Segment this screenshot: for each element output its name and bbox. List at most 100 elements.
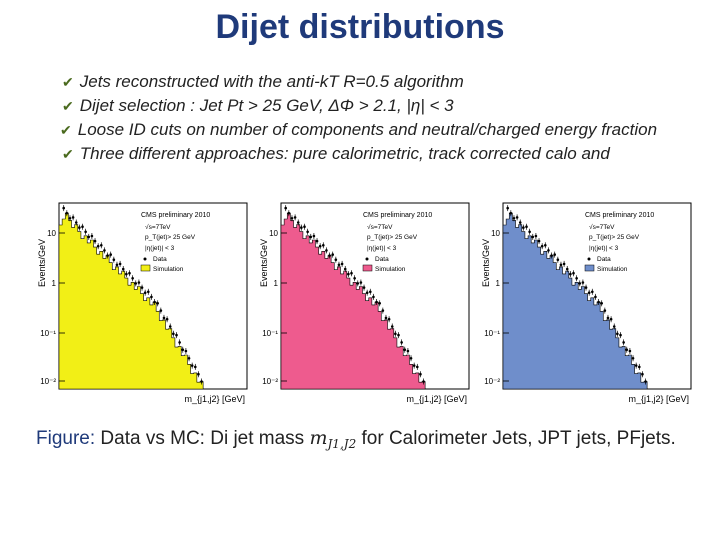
bullet-list: ✔ Jets reconstructed with the anti-kT R=0… (60, 70, 712, 166)
data-point (372, 295, 375, 299)
data-point (140, 286, 144, 289)
checkmark-bullet-icon: ✔ (62, 146, 74, 162)
data-point (115, 263, 119, 267)
data-point (194, 365, 197, 369)
data-point (287, 211, 291, 215)
y-tick-label: 10⁻² (484, 377, 500, 386)
checkmark-bullet-icon: ✔ (62, 74, 74, 90)
y-tick-label: 10⁻¹ (262, 329, 278, 338)
data-point (175, 333, 178, 337)
data-point (181, 348, 185, 351)
y-tick-label: 10 (269, 229, 278, 238)
data-point (528, 230, 531, 234)
data-point (628, 349, 632, 353)
data-point (62, 206, 65, 210)
data-point (137, 281, 141, 284)
data-point (409, 357, 413, 360)
data-point (387, 317, 391, 321)
legend-sim-swatch (584, 264, 595, 272)
data-point (394, 332, 397, 336)
legend-energy: √s=7TeV (145, 223, 171, 231)
data-point (572, 271, 575, 275)
data-point (300, 226, 303, 229)
data-point (365, 291, 369, 294)
data-point (337, 263, 341, 267)
data-point (303, 225, 306, 228)
data-point (400, 341, 403, 344)
legend-sim-label: Simulation (597, 266, 628, 273)
legend-sim-swatch (140, 264, 151, 272)
data-point (406, 349, 410, 353)
data-point (506, 206, 509, 210)
legend-sim-swatch (362, 264, 373, 272)
data-point (134, 282, 138, 285)
data-point (606, 316, 610, 320)
data-point (603, 309, 607, 312)
data-point (71, 216, 75, 219)
bullet-item: ✔ Jets reconstructed with the anti-kT R=0… (62, 72, 464, 91)
caption-text-after: for Calorimeter Jets, JPT jets, PFjets. (361, 428, 676, 449)
data-point (68, 217, 72, 220)
data-point (143, 291, 147, 294)
data-point (403, 348, 407, 351)
data-point (594, 295, 597, 299)
data-point (537, 239, 541, 243)
data-point (581, 281, 585, 284)
data-point (569, 272, 572, 276)
data-point (168, 325, 172, 328)
caption-math: m (309, 427, 328, 449)
data-point (575, 277, 578, 280)
data-point (328, 254, 331, 257)
y-tick-label: 1 (274, 279, 279, 288)
simulation-histogram (502, 212, 691, 390)
legend-data-label: Data (375, 256, 389, 263)
data-point (362, 286, 366, 289)
legend-header: CMS preliminary 2010 (141, 212, 210, 219)
bullet-item: ✔ Loose ID cuts on number of components a… (60, 120, 658, 139)
figure-caption: Figure: Data vs MC: Di jet mass mJ1,J2 f… (36, 426, 676, 457)
data-point (74, 221, 78, 224)
data-point (331, 253, 334, 256)
data-point (81, 225, 84, 228)
simulation-histogram (280, 212, 469, 390)
y-tick-label: 10⁻¹ (484, 329, 500, 338)
data-point (325, 249, 328, 252)
data-point (518, 221, 522, 224)
data-point (369, 290, 372, 294)
data-point (78, 226, 81, 229)
data-point (397, 333, 400, 337)
data-point (147, 290, 150, 294)
data-point (197, 372, 200, 376)
data-point (600, 302, 603, 305)
data-point (644, 380, 647, 383)
data-point (172, 332, 175, 336)
data-point (118, 262, 122, 266)
y-tick-label: 10⁻² (40, 377, 56, 386)
data-point (591, 290, 594, 294)
data-point (96, 244, 100, 248)
y-tick-label: 1 (496, 279, 501, 288)
data-point (597, 300, 600, 304)
legend-header: CMS preliminary 2010 (585, 212, 654, 219)
data-point (112, 258, 116, 261)
legend-eta: |η(jet)| < 3 (589, 245, 619, 252)
legend-cut: p_T(jet)> 25 GeV (367, 234, 418, 241)
data-point (544, 244, 547, 247)
data-point (293, 216, 297, 219)
data-point (65, 211, 69, 215)
histogram-panels: Events/GeV 10 1 10⁻¹ 10⁻² CMS preliminary 201… (35, 195, 705, 410)
data-point (318, 244, 322, 248)
data-point (290, 217, 294, 220)
legend-header: CMS preliminary 2010 (363, 212, 432, 219)
y-axis-label: Events/GeV (37, 239, 47, 287)
data-point (347, 272, 350, 276)
y-tick-label: 1 (52, 279, 57, 288)
data-point (200, 380, 203, 383)
data-point (178, 341, 181, 344)
data-point (84, 230, 87, 234)
y-tick-label: 10⁻² (262, 377, 278, 386)
data-point (525, 225, 528, 228)
data-point (340, 262, 344, 266)
data-point (622, 341, 625, 344)
histogram-panel-calo: Events/GeV 10 1 10⁻¹ 10⁻² CMS preliminary 201… (35, 195, 257, 410)
